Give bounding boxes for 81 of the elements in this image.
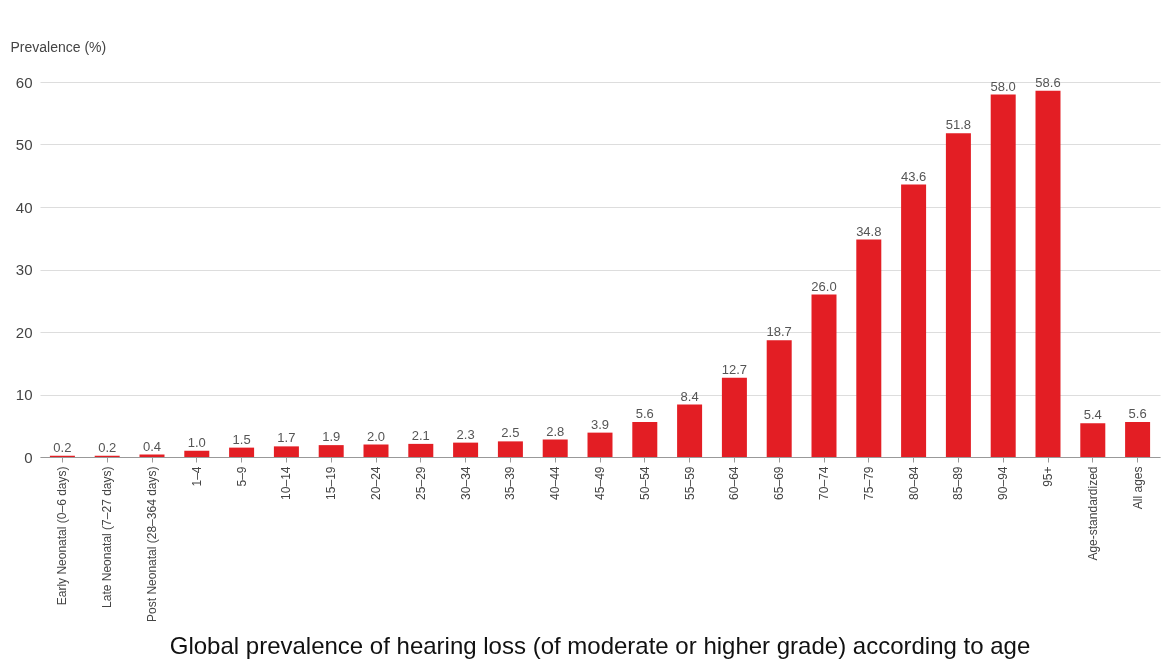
- bar: [856, 239, 882, 457]
- x-tick-label: 40–44: [548, 466, 563, 500]
- x-tick-label: 70–74: [817, 466, 831, 500]
- y-tick-label: 60: [15, 73, 33, 91]
- data-label: 18.7: [766, 324, 792, 340]
- y-tick-label: 50: [15, 136, 33, 153]
- data-label: 2.5: [501, 425, 520, 441]
- data-label: 2.8: [546, 423, 565, 439]
- x-tick-label: 45–49: [593, 466, 607, 500]
- x-tick-label: 5–9: [234, 466, 249, 487]
- data-label: 1.5: [232, 431, 251, 447]
- bar: [632, 422, 658, 457]
- x-tick-label: 10–14: [279, 466, 294, 500]
- x-tick-label: Early Neonatal (0–6 days): [55, 466, 70, 606]
- data-label: 0.2: [53, 439, 72, 455]
- text: Global prevalence of hearing loss (of moderate or higher grade) according to age: [169, 632, 1031, 660]
- x-tick-label: Age-standardized: [1085, 466, 1100, 561]
- bar: [318, 445, 344, 457]
- data-label: 5.4: [1083, 407, 1102, 423]
- bar: [766, 340, 792, 457]
- y-tick-label: 30: [15, 261, 33, 278]
- data-label: 1.7: [277, 430, 296, 446]
- x-tick-label: Late Neonatal (7–27 days): [100, 466, 115, 608]
- data-label: 2.3: [456, 426, 475, 442]
- data-label: 1.0: [187, 434, 206, 450]
- y-axis-title: Prevalence (%): [10, 38, 107, 55]
- data-label: 3.9: [590, 416, 610, 432]
- bar: [229, 447, 255, 457]
- x-tick-label: 50–54: [637, 466, 652, 500]
- bar: [677, 404, 703, 457]
- bar: [408, 443, 434, 457]
- x-tick-label: 75–79: [861, 466, 876, 500]
- x-tick-label: 80–84: [906, 466, 921, 500]
- x-tick-label: 60–64: [727, 466, 742, 500]
- data-label: 0.4: [142, 438, 162, 454]
- bar: [542, 439, 568, 457]
- x-tick-label: 25–29: [413, 466, 428, 500]
- bar: [184, 450, 210, 457]
- bar: [721, 377, 747, 457]
- x-tick-label: 20–24: [369, 466, 383, 500]
- bar: [990, 94, 1016, 457]
- x-tick-label: 15–19: [324, 466, 339, 500]
- bar: [363, 444, 389, 457]
- bar: [1080, 423, 1106, 457]
- bar: [901, 184, 927, 457]
- data-label: 5.6: [1128, 406, 1147, 421]
- data-label: 0.2: [98, 439, 117, 455]
- y-tick-label: 10: [15, 386, 33, 403]
- bar: [945, 133, 971, 457]
- y-tick-label: 20: [15, 323, 33, 341]
- bar: [587, 432, 613, 457]
- bar: [273, 446, 299, 457]
- data-label: 34.8: [856, 223, 882, 239]
- x-tick-label: 35–39: [503, 466, 518, 500]
- data-label: 26.0: [811, 278, 837, 294]
- y-tick-label: 40: [15, 198, 33, 216]
- x-tick-label: 85–89: [951, 466, 966, 500]
- data-label: 2.1: [411, 427, 430, 443]
- x-tick-label: 95+: [1041, 466, 1055, 487]
- bar: [1125, 422, 1151, 457]
- bar: [1035, 90, 1061, 457]
- x-tick-label: 1–4: [189, 466, 204, 487]
- data-label: 8.4: [680, 388, 699, 404]
- data-label: 58.6: [1035, 74, 1061, 90]
- data-label: 1.9: [322, 429, 341, 445]
- data-label: 12.7: [721, 361, 748, 377]
- y-tick-label: 0: [24, 448, 33, 466]
- x-tick-label: Post Neonatal (28–364 days): [145, 466, 159, 622]
- bar: [811, 294, 837, 457]
- bar: [453, 442, 479, 457]
- x-tick-label: 55–59: [682, 466, 697, 500]
- x-tick-label: 30–34: [458, 466, 473, 500]
- data-label: 43.6: [900, 168, 927, 184]
- data-label: 5.6: [635, 406, 654, 421]
- x-tick-label: All ages: [1130, 466, 1145, 510]
- x-tick-label: 90–94: [996, 466, 1011, 500]
- data-label: 58.0: [990, 78, 1016, 94]
- data-label: 51.8: [945, 117, 972, 133]
- data-label: 2.0: [366, 428, 386, 444]
- x-tick-label: 65–69: [772, 466, 787, 500]
- bar: [497, 441, 523, 457]
